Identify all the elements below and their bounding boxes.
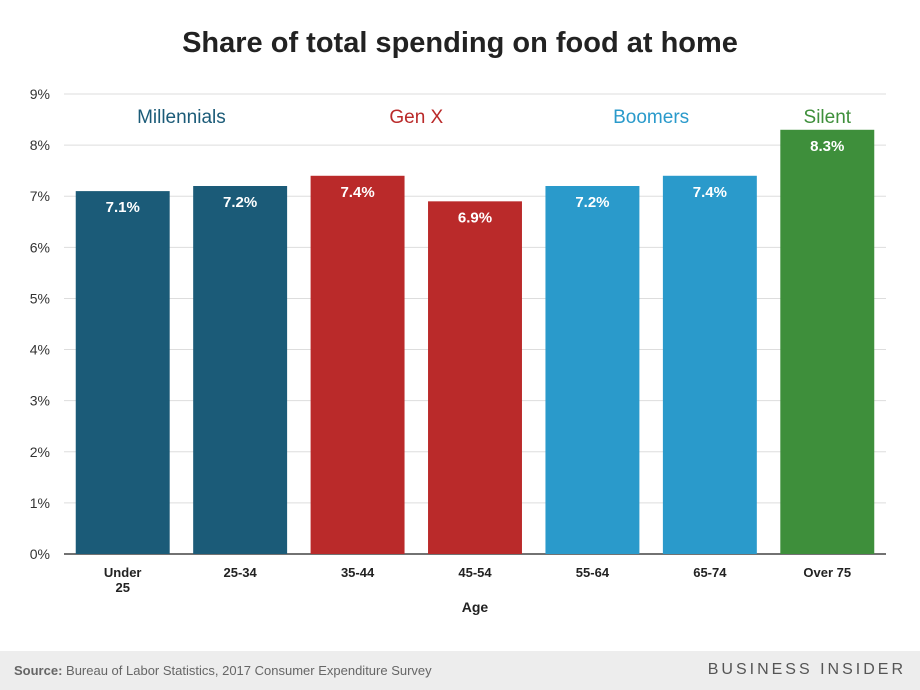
footer: Source: Bureau of Labor Statistics, 2017… — [0, 651, 920, 690]
y-tick-label: 6% — [30, 239, 50, 255]
x-tick-label: 25-34 — [224, 565, 258, 580]
y-tick-label: 7% — [30, 188, 50, 204]
x-tick-label: 25 — [115, 580, 129, 595]
x-tick-label: Under — [104, 565, 142, 580]
chart: Share of total spending on food at home … — [30, 27, 886, 615]
x-tick-label: 65-74 — [693, 565, 727, 580]
bar — [428, 201, 522, 555]
y-tick-label: 4% — [30, 342, 50, 358]
x-tick-label: Over 75 — [803, 565, 851, 580]
y-tick-label: 8% — [30, 137, 50, 153]
x-tick-label: 45-54 — [458, 565, 492, 580]
y-tick-label: 5% — [30, 290, 50, 306]
y-tick-label: 2% — [30, 444, 50, 460]
bar — [310, 175, 405, 554]
source-note: Source: Bureau of Labor Statistics, 2017… — [14, 663, 432, 678]
source-text: Bureau of Labor Statistics, 2017 Consume… — [62, 663, 432, 678]
bar — [75, 191, 170, 554]
x-tick-label: 55-64 — [576, 565, 610, 580]
bar-value-label: 7.4% — [693, 184, 727, 201]
x-axis-label: Age — [462, 599, 489, 615]
bar-value-label: 8.3% — [810, 138, 844, 155]
group-label: Gen X — [389, 107, 443, 128]
source-label: Source: — [14, 663, 63, 678]
bar — [780, 129, 875, 554]
group-label: Millennials — [137, 107, 226, 128]
bar — [545, 186, 640, 554]
bar-value-label: 6.9% — [458, 209, 492, 226]
bar — [662, 175, 757, 554]
chart-title: Share of total spending on food at home — [182, 27, 738, 59]
bar-value-label: 7.2% — [223, 194, 257, 211]
bar-value-label: 7.2% — [575, 194, 609, 211]
bar-value-label: 7.4% — [340, 184, 374, 201]
y-tick-label: 0% — [30, 546, 50, 562]
brand-logo: BUSINESS INSIDER — [707, 661, 906, 678]
x-tick-label: 35-44 — [341, 565, 375, 580]
bar — [193, 186, 288, 554]
group-label: Silent — [804, 107, 852, 128]
y-tick-label: 3% — [30, 393, 50, 409]
group-label: Boomers — [613, 107, 689, 128]
bar-value-label: 7.1% — [106, 199, 140, 216]
y-tick-label: 9% — [30, 86, 50, 102]
y-tick-label: 1% — [30, 495, 50, 511]
